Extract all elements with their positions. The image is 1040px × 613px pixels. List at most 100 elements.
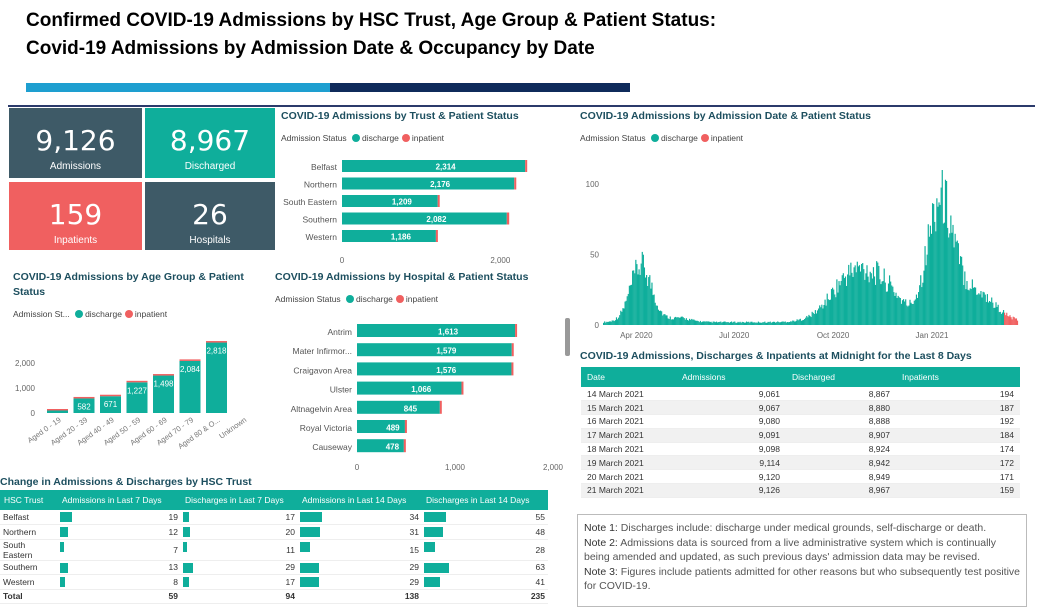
daily-bar — [657, 309, 660, 325]
discharge-bar — [73, 398, 95, 413]
daily-bar — [716, 322, 719, 325]
daily-bar — [662, 315, 664, 325]
daily-bar — [623, 308, 625, 325]
daily-bar — [800, 320, 802, 325]
daily-bar — [942, 223, 944, 325]
x-tick-label: 0 — [340, 256, 345, 265]
cell-value: 11 — [286, 544, 295, 555]
table-cell: 29 — [298, 560, 422, 575]
category-label: Western — [306, 232, 338, 242]
table-row[interactable]: Northern 12 20 31 48 — [0, 524, 548, 540]
daily-bar — [905, 299, 907, 325]
daily-bar — [765, 322, 767, 325]
kpi-card-hospitals[interactable]: 26 Hospitals — [145, 182, 275, 250]
daily-bar — [798, 319, 800, 325]
data-label: 2,082 — [426, 215, 447, 224]
daily-bar — [685, 318, 687, 325]
legend-title: Admission Status — [281, 133, 347, 143]
column-header[interactable]: Discharges in Last 7 Days — [181, 490, 298, 510]
data-bar — [300, 562, 319, 573]
table-row[interactable]: 20 March 2021 9,120 8,949 171 — [581, 469, 1020, 485]
daily-bar — [759, 322, 762, 325]
discharge-bar — [126, 382, 148, 413]
table-row[interactable]: 21 March 2021 9,126 8,967 159 — [581, 483, 1020, 498]
column-header[interactable]: Date — [581, 367, 676, 387]
table-row[interactable]: 18 March 2021 9,098 8,924 174 — [581, 442, 1020, 457]
daily-bar — [728, 322, 730, 325]
column-header[interactable]: Admissions — [676, 367, 786, 387]
trust-chart: Belfast 2,314 Northern 2,176 South Eastern 1,… — [283, 160, 528, 265]
daily-bar — [665, 315, 667, 325]
data-bar — [60, 577, 66, 587]
daily-bar — [907, 306, 909, 325]
category-label: Antrim — [327, 327, 352, 337]
daily-bar — [1011, 319, 1013, 325]
age-chart-legend: Admission St... discharge inpatient — [13, 309, 167, 319]
legend-inpatient: inpatient — [710, 133, 744, 143]
table-row[interactable]: 17 March 2021 9,091 8,907 184 — [581, 428, 1020, 443]
daily-bar — [646, 275, 648, 325]
table-cell: 9,061 — [676, 387, 786, 402]
discharge-legend-dot — [75, 310, 84, 318]
daily-bar — [982, 291, 984, 325]
column-header[interactable]: Discharged — [786, 367, 896, 387]
table-cell: 184 — [896, 428, 1020, 443]
daily-bar — [670, 319, 672, 325]
header-accent-bar-light — [26, 83, 330, 92]
column-header[interactable]: Discharges in Last 14 Days — [422, 490, 548, 510]
daily-bar — [984, 294, 986, 325]
daily-bar — [826, 293, 828, 325]
column-header[interactable]: Admissions in Last 7 Days — [58, 490, 181, 510]
daily-bar — [885, 291, 887, 325]
daily-bar — [852, 276, 854, 325]
daily-bar — [971, 279, 973, 325]
daily-bar — [904, 301, 906, 325]
discharge-bar — [342, 195, 438, 207]
table-cell: 8,888 — [786, 414, 896, 429]
table-cell: 8,924 — [786, 442, 896, 457]
table-row[interactable]: South Eastern 7 11 15 28 — [0, 539, 548, 561]
daily-bar — [684, 319, 686, 325]
daily-bar — [1000, 313, 1002, 325]
kpi-card-admissions[interactable]: 9,126 Admissions — [9, 108, 142, 178]
daily-bar — [626, 296, 628, 325]
table-row[interactable]: 16 March 2021 9,080 8,888 192 — [581, 414, 1020, 429]
daily-bar — [608, 321, 610, 325]
daily-bar — [667, 318, 669, 325]
daily-bar — [869, 271, 871, 325]
daily-bar — [918, 292, 920, 325]
table-row[interactable]: Western 8 17 29 41 — [0, 574, 548, 590]
cell-value: 55 — [535, 512, 545, 522]
daily-bar — [677, 317, 679, 325]
column-header[interactable]: Admissions in Last 14 Days — [298, 490, 422, 510]
daily-bar — [806, 315, 808, 325]
daily-bar — [807, 317, 809, 325]
table-row[interactable]: Southern 13 29 29 63 — [0, 560, 548, 575]
discharge-bar — [342, 230, 436, 242]
daily-bar — [1008, 316, 1010, 325]
table-row[interactable]: 15 March 2021 9,067 8,880 187 — [581, 400, 1020, 416]
table-cell: 18 March 2021 — [581, 442, 676, 457]
kpi-value: 159 — [48, 198, 103, 231]
table-row[interactable]: Belfast 19 17 34 55 — [0, 510, 548, 525]
column-header[interactable]: HSC Trust — [0, 490, 58, 510]
daily-bar — [985, 301, 987, 325]
data-bar — [183, 527, 190, 537]
x-tick-label: Jul 2020 — [719, 331, 750, 340]
category-label: Belfast — [311, 162, 338, 172]
daily-bar — [726, 322, 728, 325]
hospital-scrollbar[interactable] — [565, 318, 570, 356]
table-row[interactable]: 14 March 2021 9,061 8,867 194 — [581, 387, 1020, 402]
daily-bar — [699, 320, 701, 325]
daily-bar — [821, 304, 823, 325]
kpi-card-discharged[interactable]: 8,967 Discharged — [145, 108, 275, 178]
inpatient-bar — [153, 374, 174, 376]
table-row[interactable]: 19 March 2021 9,114 8,942 172 — [581, 455, 1020, 471]
column-header[interactable]: Inpatients — [896, 367, 1020, 387]
kpi-card-inpatients[interactable]: 159 Inpatients — [9, 182, 142, 250]
daily-bar — [718, 322, 720, 325]
total-cell: 94 — [181, 588, 298, 604]
daily-bar — [735, 322, 737, 325]
page-title-line-2: Covid-19 Admissions by Admission Date & … — [26, 38, 595, 59]
daily-bar — [712, 321, 714, 325]
